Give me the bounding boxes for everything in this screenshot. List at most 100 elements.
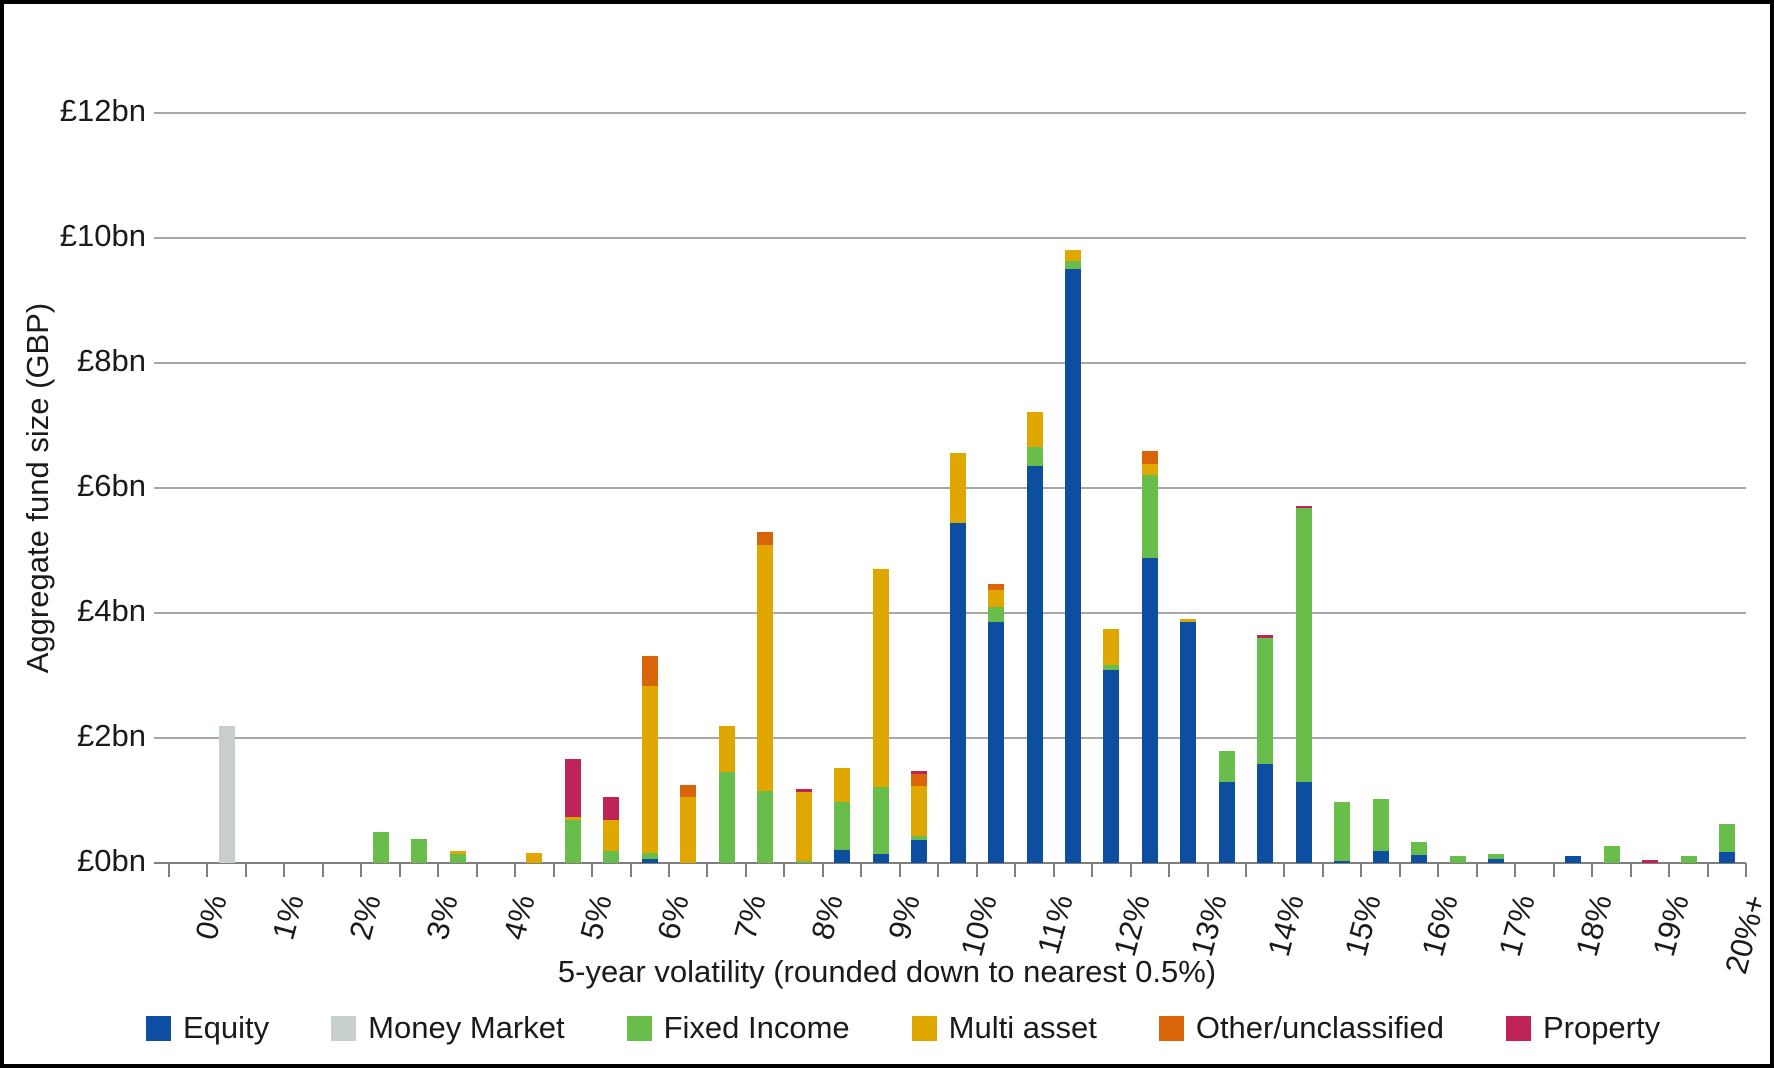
- segment-multi-asset-8%: [795, 791, 812, 861]
- axis-tick: [206, 863, 209, 877]
- axis-tick: [898, 863, 901, 877]
- segment-fixed-income-7%: [718, 772, 735, 863]
- x-tick-label-4pct: 4%: [496, 891, 542, 944]
- bar-13.5%: [1218, 751, 1235, 863]
- segment-property-8%: [795, 788, 812, 792]
- segment-other-unclassified-7.5%: [757, 531, 774, 545]
- legend-item-multi-asset: Multi asset: [911, 1010, 1097, 1046]
- segment-equity-18%: [1565, 855, 1582, 863]
- segment-property-5%: [564, 758, 581, 817]
- axis-tick: [1668, 863, 1671, 877]
- segment-equity-11%: [1026, 465, 1043, 863]
- bar-slots: [169, 113, 1746, 863]
- bar-6%: [641, 656, 658, 863]
- axis-tick: [1321, 863, 1324, 877]
- slot-6%: [631, 113, 669, 863]
- segment-fixed-income-14%: [1257, 638, 1274, 765]
- axis-tick: [706, 863, 709, 877]
- y-tick-label: £12bn: [59, 93, 146, 128]
- segment-fixed-income-3%: [411, 839, 428, 863]
- x-tick-label-13pct: 13%: [1184, 891, 1235, 960]
- slot-0.5%: [207, 113, 245, 863]
- bar-16%: [1411, 841, 1428, 863]
- segment-equity-14.5%: [1295, 781, 1312, 863]
- axis-tick: [283, 863, 286, 877]
- legend-swatch-icon: [911, 1015, 937, 1041]
- legend-swatch-icon: [626, 1015, 652, 1041]
- segment-property-5.5%: [603, 796, 620, 820]
- segment-multi-asset-7%: [718, 725, 735, 773]
- segment-fixed-income-5%: [564, 819, 581, 863]
- bar-0.5%: [218, 725, 235, 863]
- bar-11.5%: [1065, 249, 1082, 863]
- slot-15%: [1323, 113, 1361, 863]
- axis-tick: [1591, 863, 1594, 877]
- y-tick-label: £4bn: [77, 593, 146, 628]
- gridline-12bn: [154, 112, 1746, 114]
- x-tick-label-16pct: 16%: [1414, 891, 1465, 960]
- segment-property-14.5%: [1295, 505, 1312, 508]
- segment-fixed-income-9.5%: [911, 836, 928, 840]
- slot-7%: [708, 113, 746, 863]
- segment-multi-asset-9%: [872, 569, 889, 788]
- bar-9%: [872, 569, 889, 863]
- segment-equity-13.5%: [1218, 781, 1235, 863]
- axis-tick: [1014, 863, 1017, 877]
- segment-fixed-income-10.5%: [988, 606, 1005, 622]
- x-tick-label-6pct: 6%: [650, 891, 696, 944]
- segment-fixed-income-11%: [1026, 447, 1043, 466]
- axis-tick: [1360, 863, 1363, 877]
- axis-tick: [668, 863, 671, 877]
- segment-property-14%: [1257, 634, 1274, 638]
- x-tick-label-1pct: 1%: [265, 891, 311, 944]
- bar-6.5%: [680, 784, 697, 863]
- segment-multi-asset-7.5%: [757, 544, 774, 791]
- slot-10%: [938, 113, 976, 863]
- segment-multi-asset-6%: [641, 686, 658, 853]
- slot-3%: [400, 113, 438, 863]
- segment-equity-17%: [1488, 859, 1505, 863]
- slot-4%: [477, 113, 515, 863]
- bar-7.5%: [757, 531, 774, 863]
- legend-swatch-icon: [1158, 1015, 1184, 1041]
- segment-other-unclassified-6%: [641, 656, 658, 687]
- segment-equity-8.5%: [834, 849, 851, 863]
- slot-19%: [1631, 113, 1669, 863]
- slot-17.5%: [1515, 113, 1553, 863]
- axis-tick: [975, 863, 978, 877]
- segment-fixed-income-8%: [795, 860, 812, 863]
- axis-tick: [1244, 863, 1247, 877]
- segment-fixed-income-15%: [1334, 802, 1351, 862]
- segment-equity-15%: [1334, 861, 1351, 863]
- slot-1%: [246, 113, 284, 863]
- segment-multi-asset-4.5%: [526, 853, 543, 863]
- bar-19.5%: [1680, 855, 1697, 863]
- legend-item-equity: Equity: [146, 1010, 269, 1046]
- axis-tick: [1206, 863, 1209, 877]
- y-tick-label: £2bn: [77, 718, 146, 753]
- segment-equity-9%: [872, 853, 889, 863]
- gridline-8bn: [154, 362, 1746, 364]
- slot-14%: [1246, 113, 1284, 863]
- segment-fixed-income-19.5%: [1680, 855, 1697, 863]
- segment-multi-asset-5.5%: [603, 819, 620, 852]
- x-tick-label-12pct: 12%: [1107, 891, 1158, 960]
- segment-other-unclassified-12.5%: [1141, 451, 1158, 464]
- segment-equity-16%: [1411, 854, 1428, 863]
- slot-16%: [1400, 113, 1438, 863]
- slot-6.5%: [669, 113, 707, 863]
- segment-multi-asset-11%: [1026, 412, 1043, 448]
- axis-tick: [1629, 863, 1632, 877]
- bar-12.5%: [1141, 451, 1158, 863]
- segment-property-9.5%: [911, 771, 928, 775]
- segment-equity-10%: [949, 523, 966, 863]
- segment-multi-asset-8.5%: [834, 768, 851, 802]
- axis-tick: [398, 863, 401, 877]
- slot-20%+: [1708, 113, 1746, 863]
- slot-13%: [1169, 113, 1207, 863]
- segment-equity-11.5%: [1065, 269, 1082, 863]
- segment-equity-12%: [1103, 669, 1120, 863]
- legend-item-other-unclassified: Other/unclassified: [1158, 1010, 1444, 1046]
- bar-5%: [564, 758, 581, 863]
